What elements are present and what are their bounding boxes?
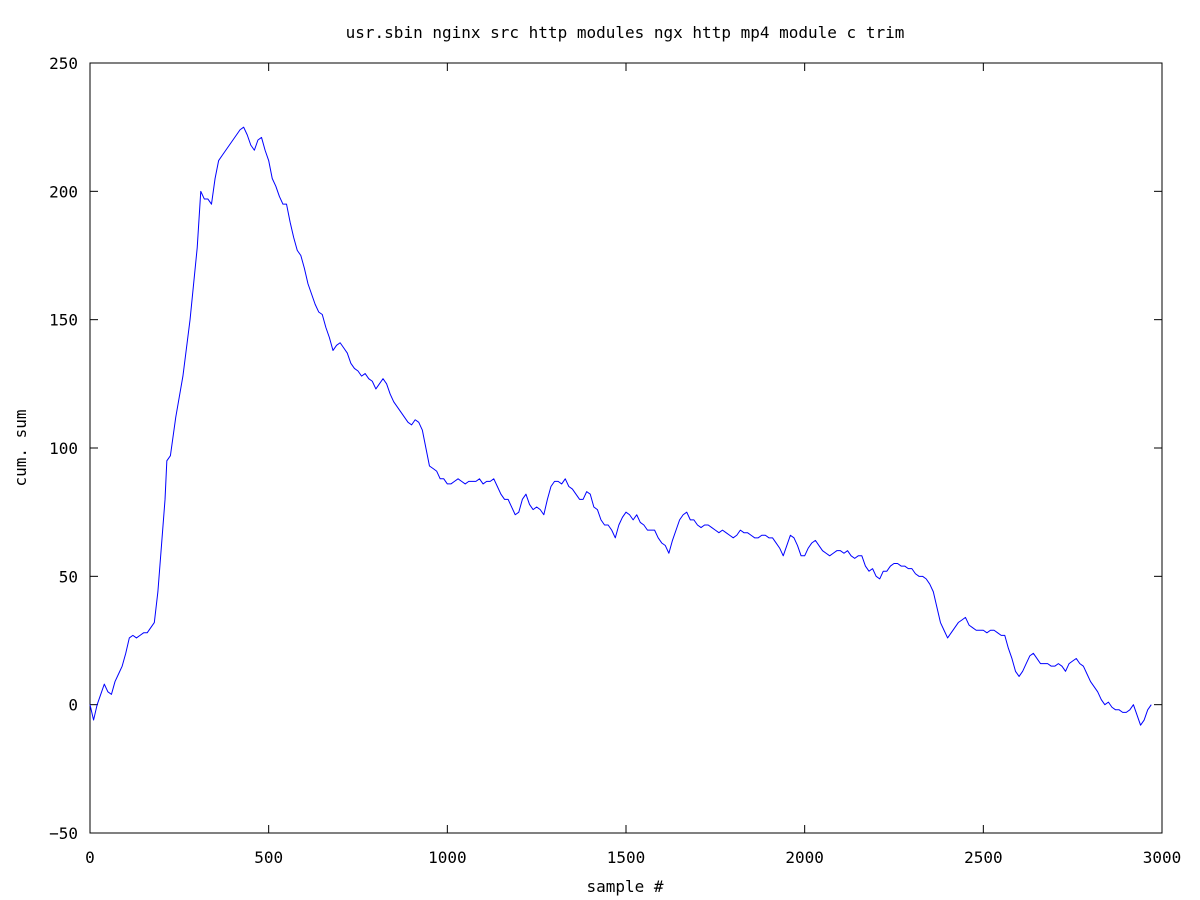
x-axis-label: sample # [586, 877, 663, 896]
y-tick-label: 0 [68, 696, 78, 715]
x-tick-label: 500 [254, 848, 283, 867]
plot-frame [89, 62, 1163, 834]
y-tick-label: −50 [49, 824, 78, 843]
y-tick-label: 250 [49, 54, 78, 73]
axes: 0 500 1000 1500 2000 2500 3000 −50 0 50 100 150 200 2… [49, 54, 1181, 867]
x-tick-label: 0 [85, 848, 95, 867]
x-tick-label: 1500 [607, 848, 646, 867]
x-tick-label: 1000 [428, 848, 467, 867]
y-axis-label: cum. sum [11, 409, 30, 486]
series-group [89, 126, 1152, 726]
series-line-0 [89, 126, 1152, 726]
x-tick-label: 2000 [785, 848, 824, 867]
x-tick-label: 3000 [1143, 848, 1182, 867]
chart-title: usr.sbin nginx src http modules ngx http… [346, 23, 905, 42]
y-tick-label: 200 [49, 182, 78, 201]
y-tick-label: 50 [59, 567, 78, 586]
y-tick-label: 150 [49, 311, 78, 330]
y-tick-label: 100 [49, 439, 78, 458]
x-tick-label: 2500 [964, 848, 1003, 867]
